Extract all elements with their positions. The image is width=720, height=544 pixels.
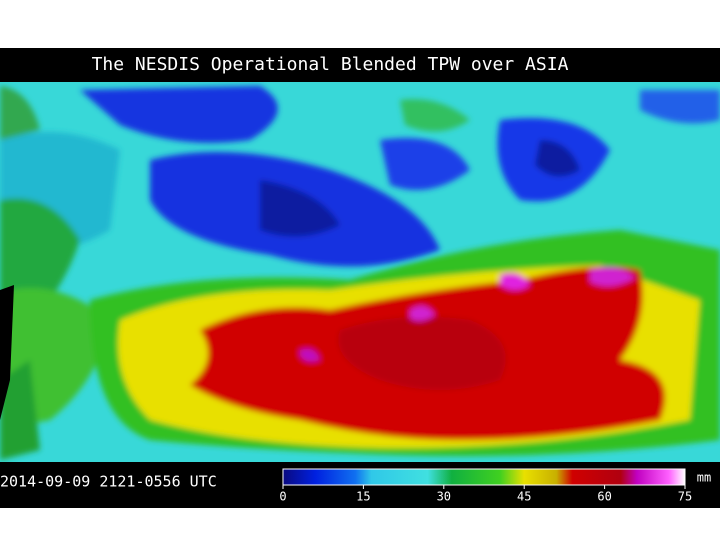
colorbar [282, 468, 686, 486]
tick-label: 15 [356, 490, 370, 504]
colorbar-unit: mm [697, 471, 711, 485]
tick-label: 30 [437, 490, 451, 504]
tick-label: 45 [517, 490, 531, 504]
tick-label: 60 [597, 490, 611, 504]
timestamp: 2014-09-09 2121-0556 UTC [0, 473, 217, 491]
title: The NESDIS Operational Blended TPW over … [92, 54, 569, 75]
tick-label: 0 [279, 490, 286, 504]
colorbar-ticks: 0 15 30 45 60 75 [279, 485, 692, 504]
tpw-map [0, 82, 720, 462]
tick-label: 75 [678, 490, 692, 504]
